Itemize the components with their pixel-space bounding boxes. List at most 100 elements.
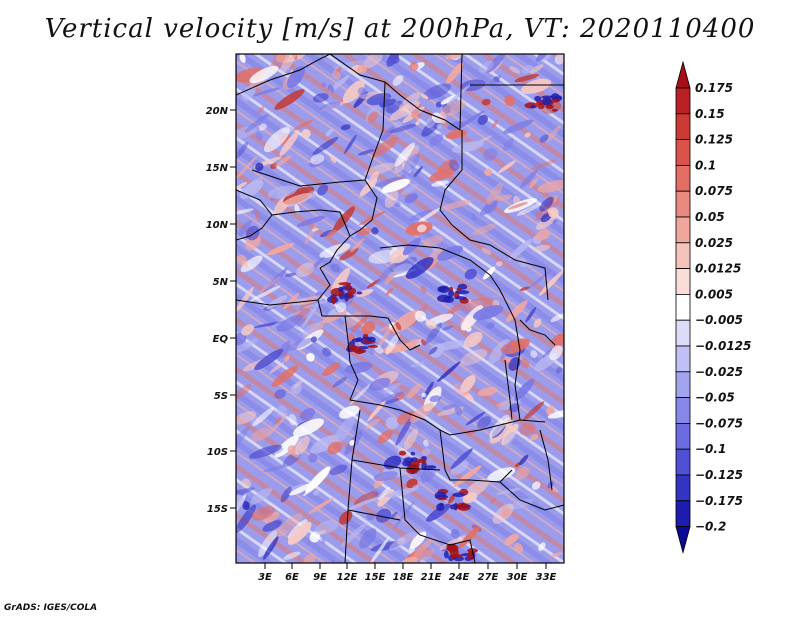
- field-patch: [275, 54, 306, 63]
- colorbar-level-label: 0.0125: [695, 262, 741, 276]
- field-patch: [439, 535, 467, 551]
- colorbar-swatch: [675, 448, 691, 476]
- field-patch: [426, 503, 451, 522]
- field-patch: [320, 229, 334, 238]
- field-patch: [529, 177, 539, 188]
- field-patch: [450, 529, 460, 539]
- field-patch: [542, 54, 553, 61]
- field-patch: [550, 313, 564, 323]
- field-patch: [384, 190, 399, 208]
- field-patch: [409, 402, 434, 423]
- field-patch: [303, 553, 316, 563]
- field-patch: [454, 405, 463, 416]
- field-patch: [322, 362, 341, 377]
- field-patch: [530, 64, 544, 74]
- field-patch: [310, 154, 325, 165]
- field-patch: [251, 505, 275, 521]
- field-patch: [504, 533, 520, 546]
- field-patch: [402, 237, 422, 256]
- field-patch: [521, 65, 534, 74]
- convection-patch: [355, 337, 363, 342]
- field-patch: [367, 111, 379, 123]
- field-patch: [519, 286, 530, 291]
- field-patch: [274, 389, 286, 399]
- lon-label: 30E: [507, 572, 528, 583]
- field-patch: [334, 416, 355, 444]
- field-patch: [481, 247, 492, 255]
- velocity-field: [236, 54, 564, 563]
- field-patch: [346, 496, 380, 511]
- field-patch: [390, 511, 398, 519]
- field-patch: [529, 159, 558, 171]
- field-patch: [463, 478, 490, 500]
- field-patch: [494, 194, 513, 201]
- field-patch: [236, 504, 257, 533]
- field-patch: [502, 138, 514, 152]
- field-patch: [267, 185, 298, 199]
- convection-patch: [551, 108, 558, 112]
- field-patch: [325, 128, 334, 137]
- field-patch: [293, 119, 314, 131]
- field-patch: [349, 383, 372, 405]
- colorbar-level-label: −0.2: [695, 520, 726, 534]
- field-patch: [506, 300, 528, 322]
- field-patch: [547, 409, 564, 419]
- field-patch: [275, 416, 282, 425]
- field-patch: [429, 133, 444, 147]
- field-patch: [326, 229, 337, 237]
- field-patch: [525, 306, 537, 323]
- field-patch: [410, 109, 422, 120]
- field-patch: [377, 429, 394, 444]
- field-patch: [385, 416, 399, 430]
- field-patch: [450, 460, 469, 475]
- field-patch: [509, 66, 521, 74]
- colorbar-swatch: [675, 216, 691, 244]
- field-patch: [252, 407, 274, 427]
- field-patch: [258, 123, 267, 131]
- colorbar-swatch: [675, 500, 691, 527]
- field-patch: [420, 285, 427, 294]
- field-patch: [465, 428, 478, 436]
- lat-label: 5S: [214, 391, 228, 402]
- field-patch: [409, 209, 433, 221]
- field-patch: [248, 444, 283, 459]
- field-patch: [549, 345, 563, 361]
- field-patch: [507, 201, 528, 210]
- field-patch: [294, 204, 300, 214]
- field-patch: [496, 488, 521, 495]
- convection-patch: [344, 292, 349, 302]
- field-patch: [458, 526, 480, 549]
- field-patch: [492, 119, 499, 128]
- field-patch: [423, 235, 444, 247]
- colorbar-swatch: [675, 139, 691, 166]
- colorbar-level-label: −0.05: [695, 391, 735, 405]
- field-patch: [423, 439, 429, 447]
- colorbar-swatch: [675, 397, 691, 424]
- colorbar-swatch: [675, 293, 691, 321]
- colorbar-bottom-arrow: [675, 526, 691, 555]
- colorbar-level-label: −0.0125: [695, 339, 751, 353]
- field-patch: [400, 174, 407, 180]
- field-patch: [312, 93, 329, 103]
- field-patch: [374, 176, 403, 187]
- field-patch: [522, 401, 545, 421]
- field-patch: [394, 142, 416, 167]
- colorbar-swatch: [675, 190, 691, 218]
- field-patch: [411, 537, 434, 561]
- field-patch: [383, 382, 402, 394]
- field-patch: [408, 97, 417, 106]
- field-patch: [478, 387, 498, 397]
- field-patch: [486, 54, 507, 74]
- colorbar: 0.175 0.15 0.125 0.1 0.075 0.05 0.025 0.0125 0.0…: [675, 60, 751, 555]
- lon-label: 33E: [536, 572, 557, 583]
- field-patch: [472, 224, 496, 235]
- field-patch: [273, 447, 284, 455]
- field-patch: [403, 153, 420, 173]
- field-patch: [535, 54, 549, 62]
- field-patch: [548, 207, 559, 218]
- field-patch: [381, 178, 411, 193]
- field-patch: [329, 464, 348, 476]
- field-patch: [267, 413, 289, 437]
- field-patch: [428, 167, 457, 182]
